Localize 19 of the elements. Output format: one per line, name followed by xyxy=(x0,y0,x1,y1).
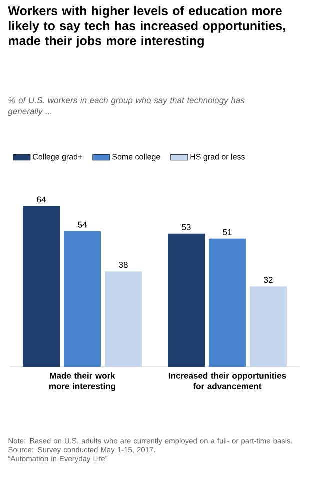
data-label: 38 xyxy=(119,262,128,268)
chart-subtitle: % of U.S. workers in each group who say that technology has generally ... xyxy=(8,97,245,116)
x-tick-label: Increased their opportunities for advancement xyxy=(169,372,286,390)
x-tick-label: Made their work more interesting xyxy=(50,372,116,392)
legend-label: College grad+ xyxy=(33,154,82,162)
legend-label: Some college xyxy=(112,154,160,162)
bar xyxy=(209,238,246,368)
data-label: 51 xyxy=(223,229,232,236)
data-label: 53 xyxy=(182,224,191,230)
bar xyxy=(64,231,101,368)
data-label: 32 xyxy=(264,277,273,284)
bar xyxy=(23,206,60,368)
data-label: 64 xyxy=(37,196,46,203)
legend-label: HS grad or less xyxy=(190,154,245,162)
bar xyxy=(250,286,287,368)
data-label: 54 xyxy=(78,222,87,228)
bar xyxy=(168,234,205,368)
chart-title: Workers with higher levels of education more likely to say tech has increased opportunities, made their jobs more interesting xyxy=(8,6,286,48)
bar xyxy=(105,272,142,368)
